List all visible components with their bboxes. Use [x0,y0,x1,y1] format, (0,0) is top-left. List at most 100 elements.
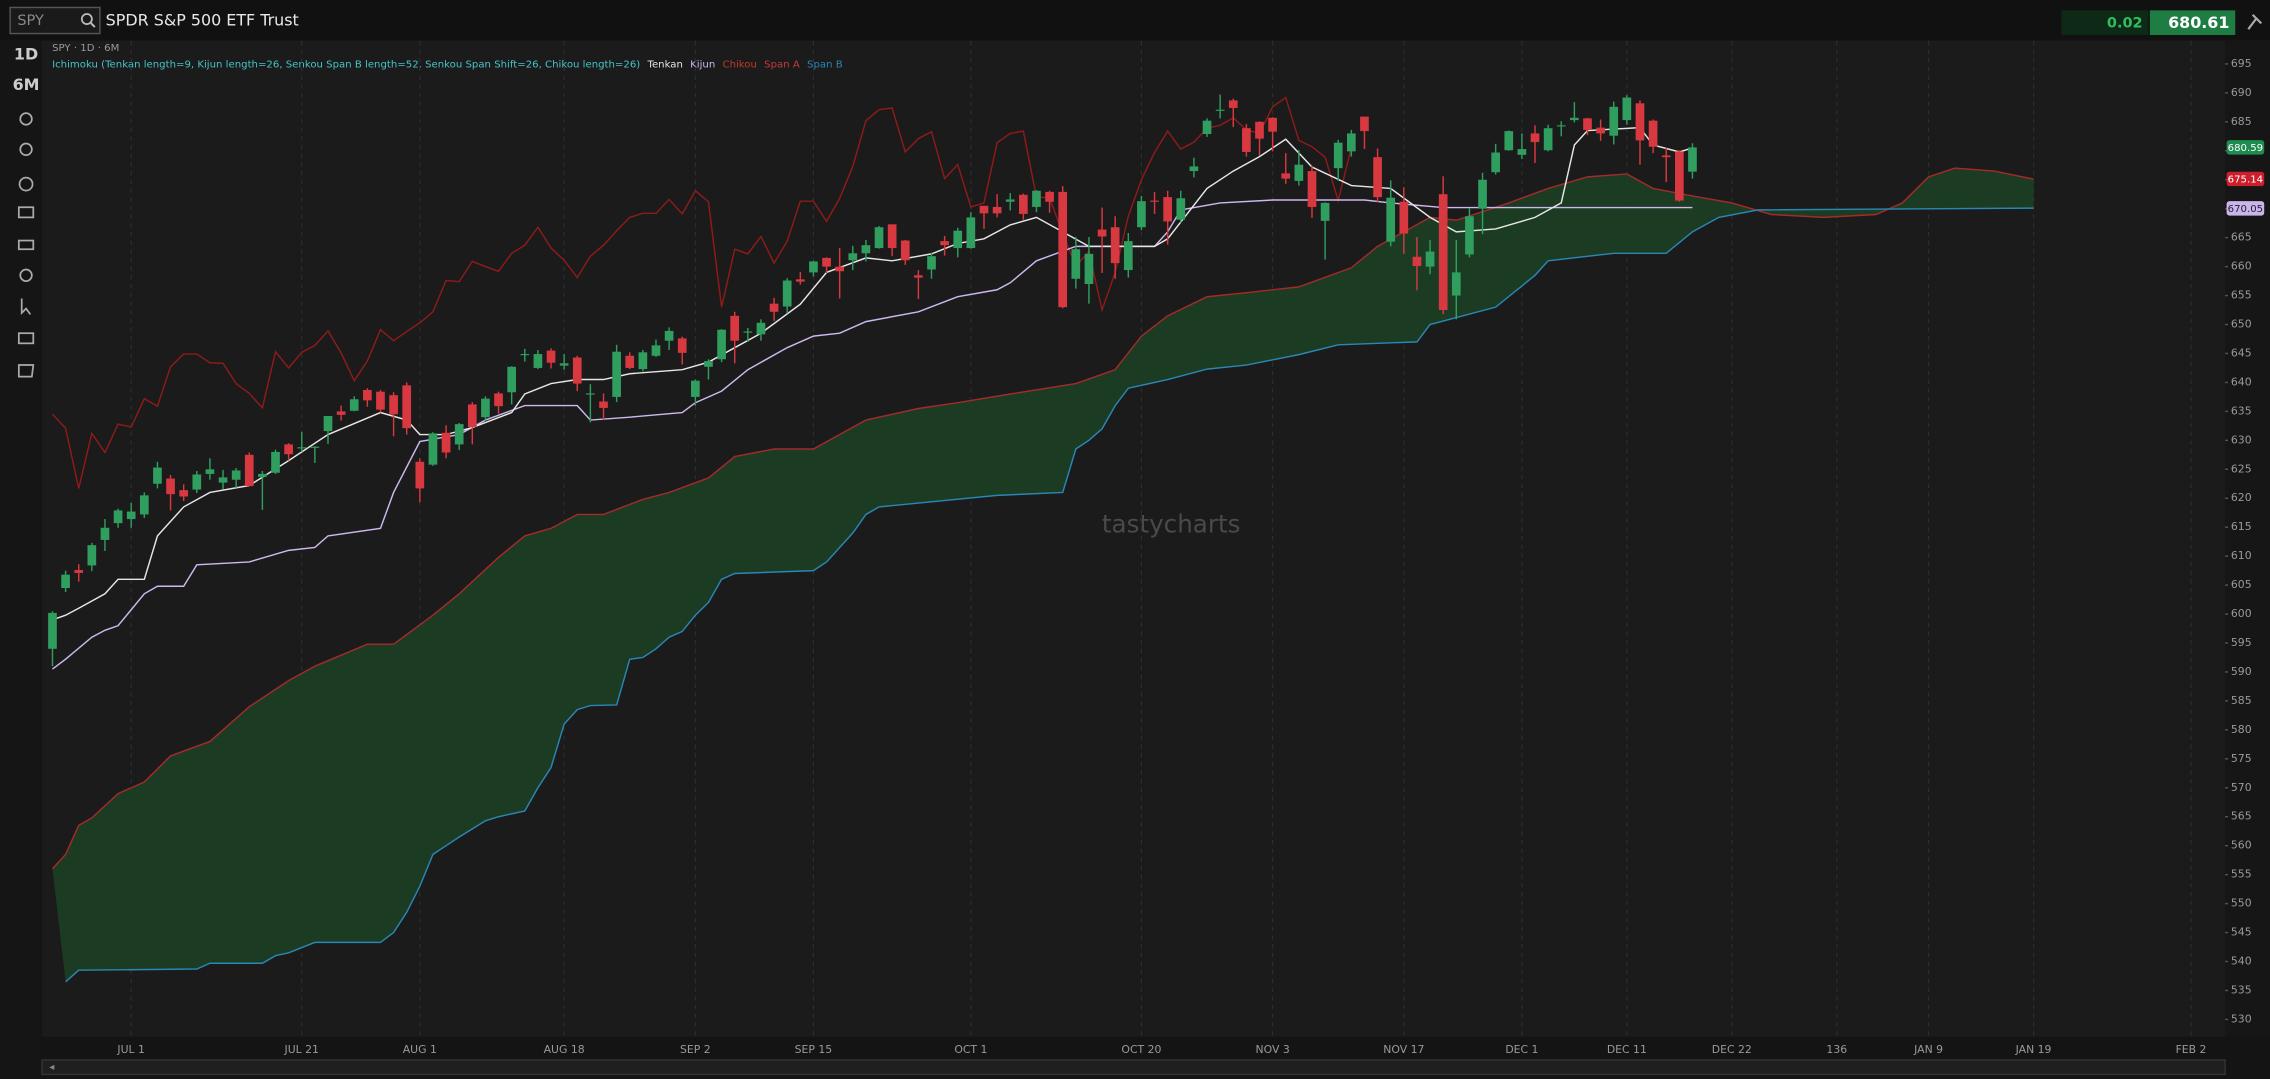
candle-body [1150,200,1159,202]
candle-body [795,279,805,282]
candle-body [1228,100,1238,108]
y-tick-label: 655 [2231,289,2252,302]
symbol-input[interactable] [9,6,101,35]
candle-body [166,478,175,495]
zoom-in[interactable] [19,112,33,126]
candle-body [323,416,333,432]
cloud [52,168,2034,982]
cursor[interactable] [20,298,32,316]
candle-body [126,511,136,520]
candle-body [1242,128,1251,152]
candle-body [533,354,543,368]
candle-body [1517,149,1527,155]
candle-body [927,256,936,270]
candle-body [940,241,949,246]
y-tick-label: 570 [2231,781,2252,794]
x-tick-label: SEP 2 [680,1043,711,1056]
candle-body [861,245,871,254]
scroll-left[interactable]: ◂ [49,1062,55,1073]
x-tick-label: JUL 21 [284,1043,319,1056]
candle-body [1451,272,1461,296]
y-tick-label: 605 [2231,578,2252,591]
candle-body [1097,229,1107,237]
candle-body [1609,106,1619,136]
candle-body [87,545,97,566]
last-box [2149,10,2236,35]
y-tick-label: 640 [2231,375,2252,388]
study-text: Ichimoku (Tenkan length=9, Kijun length=… [52,60,640,71]
x-tick-label: JUL 1 [116,1043,145,1056]
y-tick-label: 610 [2231,549,2252,562]
x-tick-label: NOV 17 [1383,1043,1424,1056]
candle-body [363,389,372,401]
watermark: tastycharts [1102,510,1241,539]
candle-body [966,217,976,249]
layout[interactable] [17,332,35,345]
candle-body [822,257,831,267]
candle-body [651,345,661,356]
candle-body [1268,117,1277,132]
interval-button[interactable]: 1D [14,45,38,64]
candle-body [258,473,267,477]
candle-body [1005,199,1015,202]
candle-body [848,253,858,261]
search-icon-handle [89,21,96,28]
candle-body [677,338,687,353]
candle-body [1084,253,1094,284]
candle-body [1294,164,1304,181]
candle-body [572,357,582,384]
candle-body [139,495,149,515]
candle-body [415,461,425,489]
candle-body [992,206,1002,214]
candle-body [494,393,503,407]
settings[interactable] [19,268,33,282]
candle-body [769,303,779,312]
candle-body [1045,191,1054,202]
y-tick-label: 555 [2231,868,2252,881]
candle-body [756,322,766,335]
candle-body [1622,97,1632,121]
price-label-text: 680.59 [2228,143,2263,154]
candle-body [979,205,989,214]
indicator-line [65,207,2034,983]
x-tick-label: FEB 2 [2176,1043,2207,1056]
y-tick-label: 660 [2231,260,2252,273]
candle-body [402,385,412,429]
candle-body [1504,131,1514,151]
candle-body [1556,125,1566,127]
candle-body [336,411,346,415]
legend-entry: Kijun [690,60,715,71]
x-tick-label: NOV 3 [1256,1043,1290,1056]
candle-body [743,331,753,333]
y-tick-label: 665 [2231,231,2252,244]
candle-body [1635,103,1645,141]
candle-body [559,363,569,366]
candle-body [376,391,385,410]
x-tick-label: OCT 20 [1121,1043,1161,1056]
studies[interactable] [18,176,34,192]
top-bar [0,0,2270,40]
search-icon[interactable] [80,13,93,25]
open-folder[interactable] [17,364,35,378]
price-axis [2225,40,2270,1037]
x-tick-label: JAN 9 [1913,1043,1943,1056]
candle-body [809,261,818,273]
candle-body [1688,147,1697,172]
candle-body [1674,151,1684,201]
zoom-out[interactable] [19,142,33,157]
chart-type[interactable] [17,239,35,251]
range-button[interactable]: 6M [13,75,40,94]
candle-body [244,454,254,487]
pin-icon[interactable] [2247,13,2263,30]
last-price: 680.61 [2168,13,2229,32]
scrollbar[interactable] [41,1059,2226,1076]
change: 0.02 [2107,15,2143,31]
y-tick-label: 615 [2231,520,2252,533]
drawings[interactable] [17,206,35,219]
chart-title: SPY · 1D · 6M [52,43,119,54]
candle-body [218,477,228,483]
price-label [2226,140,2265,155]
candle-body [1215,109,1225,111]
candle-body [428,433,438,465]
